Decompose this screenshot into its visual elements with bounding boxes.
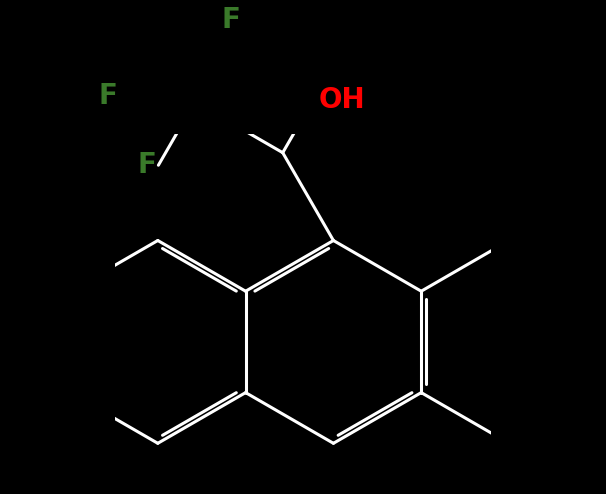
Text: OH: OH xyxy=(318,86,365,114)
Text: F: F xyxy=(222,6,241,34)
Text: F: F xyxy=(98,82,117,110)
Text: F: F xyxy=(138,151,156,179)
